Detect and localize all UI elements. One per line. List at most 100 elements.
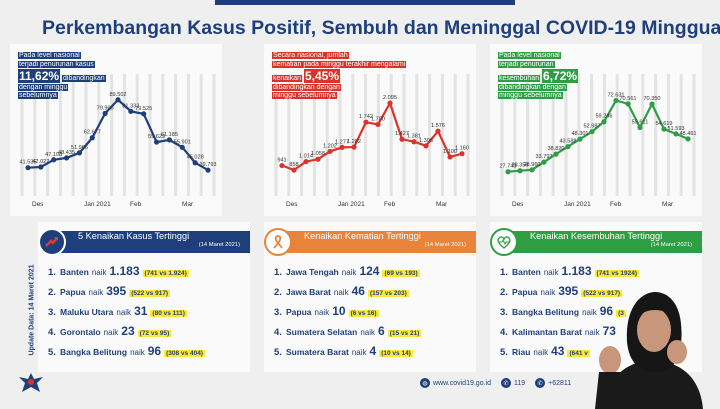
item-number: 2. <box>500 287 508 298</box>
data-label: 55.901 <box>174 139 191 145</box>
note-line: kesembuhan <box>498 75 541 82</box>
data-point <box>613 97 619 104</box>
data-label: 48.435 <box>58 150 75 156</box>
data-point <box>601 119 607 125</box>
arrow-up-icon <box>38 228 66 256</box>
data-label: 79.903 <box>97 105 114 111</box>
data-label: 1.058 <box>311 151 325 157</box>
item-naik: naik <box>533 348 549 357</box>
data-label: 70.350 <box>643 96 660 102</box>
data-point <box>76 150 83 156</box>
x-tick-label: Des <box>286 201 298 208</box>
footer-contacts: ◍ www.covid19.go.id ✆ 119 ✆ +62811 <box>420 378 571 388</box>
note-line: dibandingkan dengan <box>272 83 341 91</box>
item-naik: naik <box>360 328 376 337</box>
data-point <box>192 160 198 166</box>
list-items: 1. Banten naik 1.183 (741 vs 1924) 2. Papua nai… <box>500 264 640 364</box>
x-tick-label: Mar <box>436 201 448 208</box>
footer-website[interactable]: ◍ www.covid19.go.id <box>420 378 491 388</box>
item-name: Kalimantan Barat <box>512 327 582 337</box>
note-line: kematian pada minggu terakhir mengalami <box>272 60 407 68</box>
data-point <box>63 155 70 161</box>
globe-icon: ◍ <box>420 378 430 388</box>
data-label: 1.282 <box>347 139 361 145</box>
data-label: 1.576 <box>431 123 445 129</box>
data-point <box>51 157 57 163</box>
note-percent: 6,72% <box>542 69 579 83</box>
data-label: 38.820 <box>547 146 564 152</box>
item-naik: naik <box>333 288 349 297</box>
note-percent: 11,62% <box>18 69 61 83</box>
data-point <box>459 151 465 157</box>
list-item: 4. Sumatera Selatan naik 6 (15 vs 21) <box>274 324 422 344</box>
data-point <box>625 101 631 107</box>
garuda-logo-icon <box>16 370 46 396</box>
footer-phone[interactable]: ✆ 119 <box>500 378 525 388</box>
item-value: 124 <box>359 264 380 278</box>
item-number: 2. <box>48 287 56 298</box>
item-value: 4 <box>369 344 377 358</box>
data-label: 41.535 <box>19 160 36 166</box>
data-point <box>89 135 95 141</box>
website-text: www.covid19.go.id <box>433 379 491 387</box>
list-title: 5 Kenaikan Kasus Tertinggi <box>78 231 190 241</box>
item-compare: (80 vs 111) <box>150 310 187 317</box>
x-tick-label: Feb <box>384 201 396 208</box>
item-name: Jawa Tengah <box>286 267 339 277</box>
data-point <box>339 144 345 150</box>
data-point <box>153 139 160 145</box>
item-compare: (6 vs 16) <box>348 310 379 317</box>
data-label: 1.742 <box>359 114 373 120</box>
item-naik: naik <box>130 348 145 357</box>
note-line: terjadi penurunan kasus <box>18 60 95 68</box>
data-point <box>637 124 643 131</box>
heartbeat-icon <box>490 228 518 256</box>
item-naik: naik <box>351 348 367 357</box>
data-label: 1.100 <box>443 149 457 155</box>
item-name: Banten <box>60 267 89 277</box>
data-label: 1.381 <box>407 134 421 140</box>
data-point <box>447 154 453 160</box>
item-compare: (3 <box>616 310 626 317</box>
x-tick-label: Jan 2021 <box>84 201 111 208</box>
item-compare: (741 vs 1.924) <box>142 270 189 277</box>
item-compare: (641 v <box>567 350 590 357</box>
item-value: 395 <box>558 284 579 298</box>
list-item: 5. Bangka Belitung naik 96 (308 vs 404) <box>48 344 205 364</box>
chart-note-positif: Pada level nasional terjadi penurunan ka… <box>18 52 134 101</box>
note-percent: 5,45% <box>303 69 341 83</box>
ribbon-icon <box>264 228 292 256</box>
footer-whatsapp[interactable]: ✆ +62811 <box>535 378 571 388</box>
data-label: 39.793 <box>199 162 216 168</box>
list-header: Kenaikan Kematian Tertinggi (14 Maret 20… <box>264 228 476 256</box>
data-label: 59.246 <box>595 114 612 120</box>
data-point <box>38 164 44 170</box>
data-point <box>517 168 523 174</box>
item-number: 5. <box>274 347 282 358</box>
list-item: 1. Jawa Tengah naik 124 (69 vs 193) <box>274 264 421 284</box>
list-title: Kenaikan Kematian Tertinggi <box>304 231 421 241</box>
item-value: 6 <box>378 324 385 338</box>
item-value: 1.183 <box>109 264 140 278</box>
item-value: 96 <box>147 344 162 358</box>
data-label: 28.356 <box>511 163 528 169</box>
page-title: Perkembangan Kasus Positif, Sembuh dan M… <box>42 17 720 39</box>
data-label: 1.014 <box>299 154 313 160</box>
list-item: 1. Banten naik 1.183 (741 vs 1.924) <box>48 264 205 284</box>
list-items: 1. Jawa Tengah naik 124 (69 vs 193) 2. Jawa Ba… <box>274 264 422 364</box>
data-point <box>327 148 333 155</box>
data-point <box>553 151 559 157</box>
item-number: 3. <box>500 307 508 318</box>
update-date-sidebar: Update Data: 14 Maret 2021 <box>22 245 42 375</box>
data-point <box>435 128 441 134</box>
note-line: dibandingkan dengan <box>498 83 567 91</box>
x-tick-label: Jan 2021 <box>338 201 365 208</box>
data-label: 33.797 <box>535 154 552 160</box>
item-number: 4. <box>274 327 282 338</box>
x-tick-label: Mar <box>662 201 674 208</box>
data-point <box>423 143 429 149</box>
item-value: 395 <box>106 284 127 298</box>
item-naik: naik <box>91 268 107 277</box>
update-date-label: Update Data: 14 Maret 2021 <box>28 264 36 356</box>
item-name: Jawa Barat <box>286 287 331 297</box>
